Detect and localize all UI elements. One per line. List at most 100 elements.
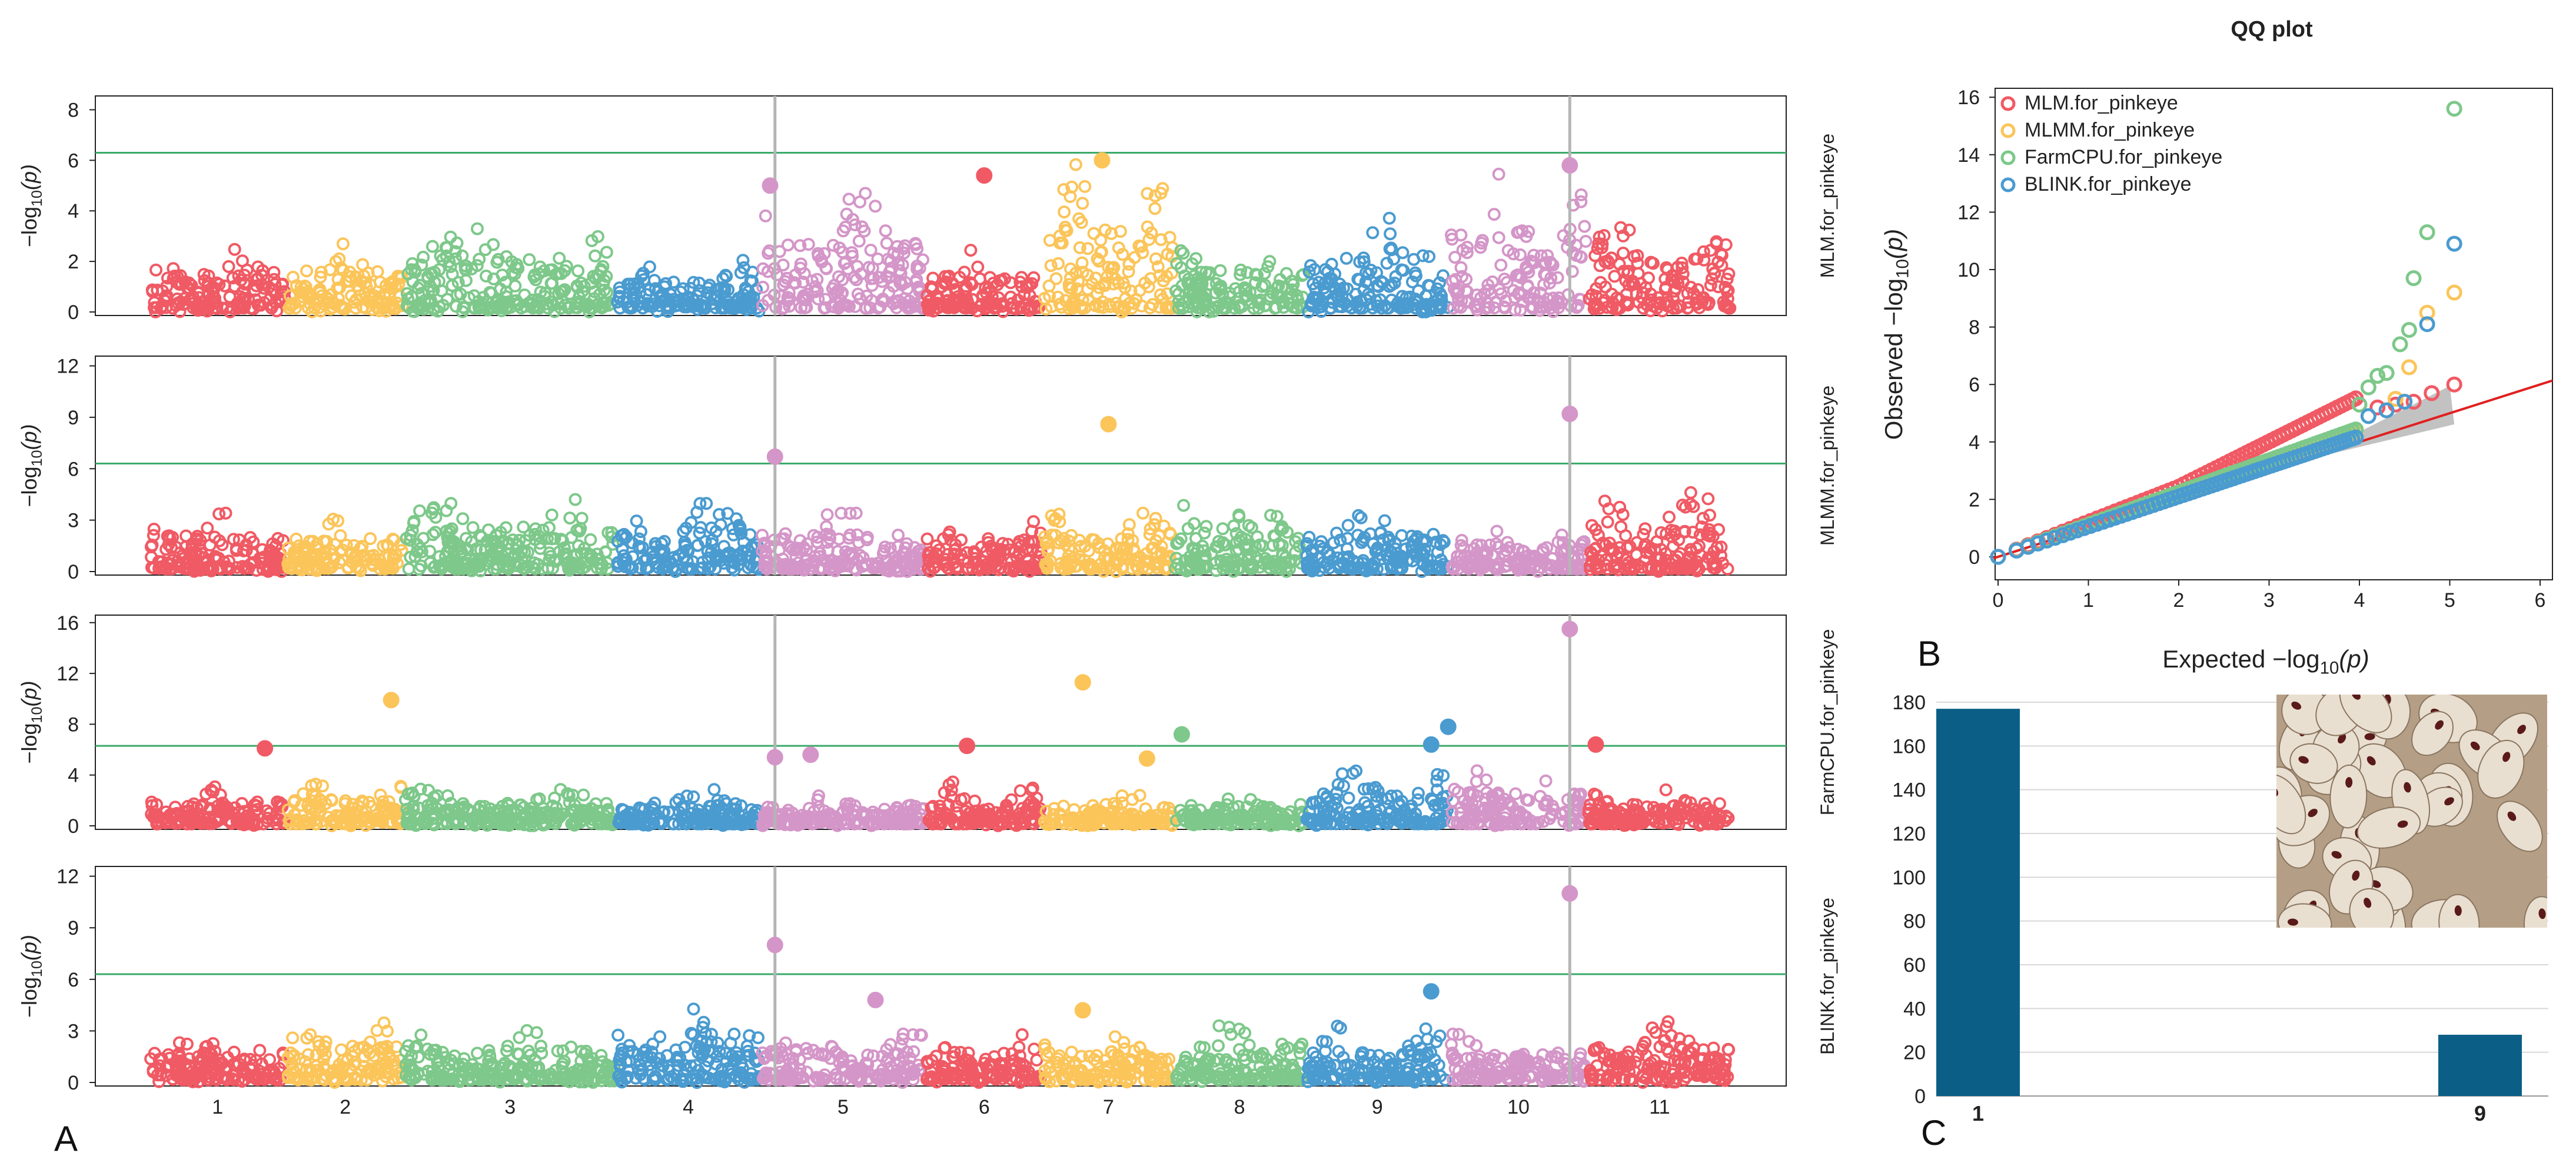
significant-snp-point — [976, 167, 993, 184]
manhattan-point — [1461, 241, 1474, 254]
manhattan-point — [201, 522, 214, 535]
manhattan-point — [240, 544, 253, 557]
manhattan-point — [563, 512, 577, 525]
manhattan-point — [164, 557, 177, 571]
manhattan-point — [1039, 303, 1053, 316]
y-tick-label: 12 — [56, 356, 79, 378]
manhattan-point — [722, 299, 735, 313]
manhattan-point — [1590, 282, 1603, 295]
manhattan-point — [1392, 300, 1405, 314]
manhattan-point — [208, 530, 221, 544]
manhattan-point — [290, 532, 303, 546]
manhattan-point — [413, 278, 427, 292]
manhattan-point — [230, 561, 244, 574]
manhattan-point — [1448, 251, 1462, 264]
manhattan-point — [392, 277, 405, 291]
manhattan-point — [826, 238, 840, 252]
manhattan-point — [256, 563, 270, 576]
manhattan-point — [891, 247, 905, 261]
manhattan-point — [1630, 287, 1643, 301]
y-tick-label: 3 — [68, 510, 79, 532]
manhattan-point — [1186, 287, 1200, 301]
manhattan-point — [739, 283, 753, 297]
manhattan-point — [1451, 300, 1465, 313]
manhattan-point — [181, 281, 194, 294]
manhattan-point — [789, 550, 803, 564]
manhattan-point — [863, 301, 877, 314]
manhattan-point — [1223, 286, 1237, 300]
manhattan-point — [940, 301, 954, 314]
manhattan-point — [889, 295, 903, 309]
manhattan-point — [597, 283, 611, 297]
manhattan-point — [1019, 280, 1033, 293]
manhattan-point — [214, 562, 227, 576]
manhattan-point — [1567, 198, 1580, 212]
manhattan-point — [159, 301, 173, 314]
manhattan-point — [687, 275, 700, 289]
manhattan-point — [781, 238, 795, 252]
manhattan-point — [569, 493, 582, 506]
manhattan-point — [1116, 248, 1129, 261]
manhattan-point — [846, 250, 859, 263]
manhattan-point — [163, 532, 177, 545]
manhattan-point — [611, 295, 624, 309]
manhattan-point — [523, 253, 536, 267]
manhattan-point — [913, 283, 926, 296]
manhattan-point — [1715, 248, 1729, 262]
manhattan-point — [571, 264, 585, 278]
manhattan-point — [433, 559, 446, 573]
manhattan-point — [643, 260, 656, 274]
y-tick-label: 12 — [56, 663, 79, 685]
significant-snp-point — [766, 448, 783, 465]
manhattan-point — [784, 541, 797, 554]
manhattan-point — [1242, 519, 1255, 532]
manhattan-point — [1474, 241, 1487, 254]
manhattan-point — [194, 562, 207, 576]
manhattan-point — [1092, 300, 1106, 314]
manhattan-point — [964, 244, 978, 257]
manhattan-point — [700, 497, 713, 510]
manhattan-point — [626, 291, 640, 304]
manhattan-point — [302, 562, 315, 576]
manhattan-point — [1544, 271, 1558, 285]
manhattan-point — [828, 562, 842, 575]
manhattan-point — [686, 555, 700, 569]
manhattan-point — [856, 560, 869, 573]
manhattan-point — [593, 552, 606, 566]
manhattan-point — [759, 209, 772, 222]
manhattan-point — [1407, 253, 1421, 266]
manhattan-point — [970, 304, 984, 318]
manhattan-point — [847, 271, 861, 284]
manhattan-point — [762, 247, 775, 260]
manhattan-point — [1710, 235, 1723, 248]
model-label: MLMM.for_pinkeye — [1817, 386, 1838, 546]
manhattan-point — [334, 298, 347, 312]
manhattan-point — [1514, 303, 1527, 317]
manhattan-point — [560, 557, 574, 570]
manhattan-point — [600, 245, 613, 259]
manhattan-point — [1707, 266, 1721, 280]
manhattan-point — [314, 270, 327, 284]
manhattan-point — [843, 300, 856, 313]
manhattan-point — [802, 238, 815, 251]
manhattan-point — [283, 301, 297, 315]
manhattan-point — [1241, 266, 1254, 280]
manhattan-point — [685, 562, 698, 575]
manhattan-point — [1214, 264, 1227, 277]
manhattan-point — [1704, 244, 1717, 257]
manhattan-point — [556, 534, 569, 547]
manhattan-point — [800, 301, 813, 314]
manhattan-point — [1364, 297, 1377, 311]
manhattan-point — [292, 552, 305, 565]
manhattan-point — [1076, 265, 1089, 279]
manhattan-point — [250, 279, 263, 293]
manhattan-point — [983, 297, 997, 311]
manhattan-point — [519, 534, 532, 547]
manhattan-point — [1681, 287, 1694, 300]
manhattan-point — [653, 544, 667, 557]
manhattan-point — [314, 304, 327, 318]
manhattan-point — [548, 553, 561, 566]
manhattan-point — [434, 249, 447, 263]
manhattan-point — [1341, 519, 1355, 532]
y-axis-label: −log10(p) — [17, 680, 45, 763]
